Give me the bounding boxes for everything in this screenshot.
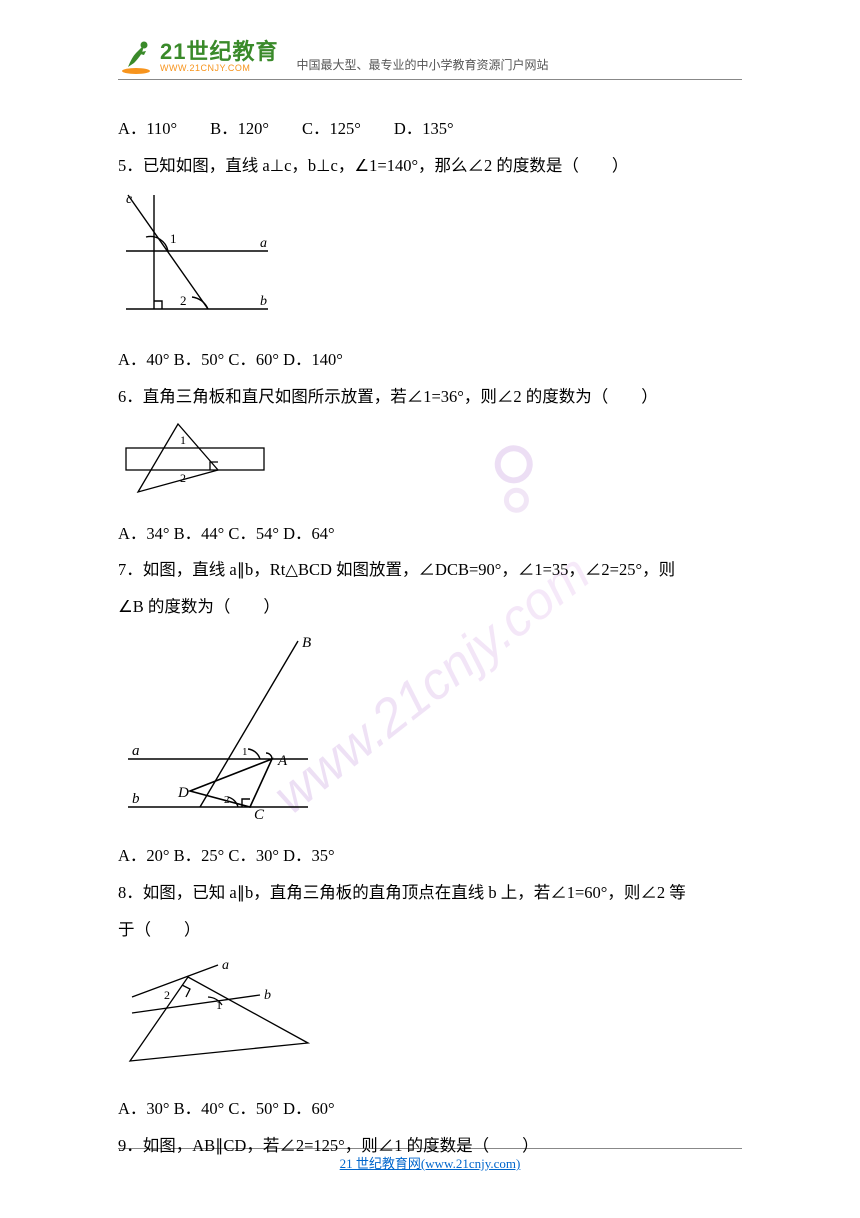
svg-text:B: B [302,635,311,651]
q5-stem: 5．已知如图，直线 a⊥c，b⊥c，∠1=140°，那么∠2 的度数是（ ） [118,149,860,184]
content-area: A．110° B．120° C．125° D．135° 5．已知如图，直线 a⊥… [118,112,860,1163]
q5-options: A．40° B．50° C．60° D．140° [118,343,860,378]
svg-text:a: a [132,743,140,759]
logo-text: 21世纪教育 [160,41,278,63]
q5-figure: c a b 1 2 [120,189,860,337]
svg-text:b: b [260,294,267,309]
svg-text:a: a [222,958,229,973]
q8-stem-1: 8．如图，已知 a∥b，直角三角板的直角顶点在直线 b 上，若∠1=60°，则∠… [118,876,860,911]
svg-text:1: 1 [242,746,248,758]
svg-text:2: 2 [164,988,170,1002]
svg-text:2: 2 [180,471,186,485]
svg-text:a: a [260,236,267,251]
q7-figure: a b B A D C 1 2 [120,631,860,834]
svg-text:C: C [254,807,265,821]
q6-stem: 6．直角三角板和直尺如图所示放置，若∠1=36°，则∠2 的度数为（ ） [118,380,860,415]
logo-runner-icon [118,39,154,75]
svg-text:2: 2 [180,293,187,308]
header-tagline: 中国最大型、最专业的中小学教育资源门户网站 [296,56,548,79]
q4-options: A．110° B．120° C．125° D．135° [118,112,860,147]
q8-figure: a b 2 1 [120,953,860,1086]
svg-text:A: A [277,753,288,769]
q8-options: A．30° B．40° C．50° D．60° [118,1092,860,1127]
logo: 21世纪教育 WWW.21CNJY.COM [118,39,278,79]
q6-figure: 1 2 [120,420,860,511]
svg-text:1: 1 [180,433,186,447]
q8-stem-2: 于（ ） [118,913,860,948]
svg-text:2: 2 [224,794,230,806]
page-header: 21世纪教育 WWW.21CNJY.COM 中国最大型、最专业的中小学教育资源门… [118,30,742,80]
q7-options: A．20° B．25° C．30° D．35° [118,839,860,874]
q6-options: A．34° B．44° C．54° D．64° [118,517,860,552]
q7-stem-1: 7．如图，直线 a∥b，Rt△BCD 如图放置，∠DCB=90°，∠1=35，∠… [118,553,860,588]
q7-stem-2: ∠B 的度数为（ ） [118,590,860,625]
svg-text:c: c [126,192,133,207]
svg-text:D: D [177,785,189,801]
svg-text:b: b [264,988,271,1003]
q9-stem: 9．如图，AB∥CD，若∠2=125°，则∠1 的度数是（ ） [118,1129,860,1164]
logo-url: WWW.21CNJY.COM [160,63,278,73]
svg-text:1: 1 [170,231,177,246]
svg-text:b: b [132,791,140,807]
